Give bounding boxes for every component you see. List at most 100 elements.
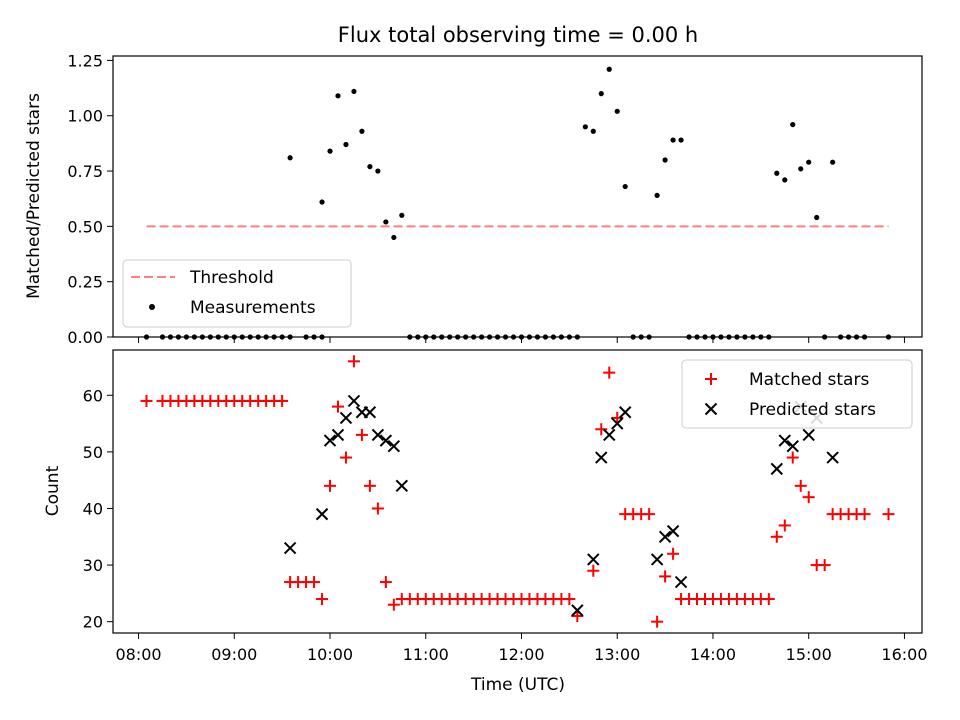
count-panel: 20 30 40 50 60 08:00 09:00 10:00 11:00 12:00 13:00…: [43, 349, 928, 695]
predicted-star-marker: [587, 553, 600, 566]
predicted-star-marker: [379, 434, 393, 447]
measurement-point: [798, 166, 804, 172]
predicted-star-marker: [770, 462, 784, 476]
predicted-star-marker: [666, 524, 680, 538]
x-tick-label: 12:00: [498, 645, 544, 664]
predicted-star-marker: [571, 604, 584, 617]
matched-star-marker: [643, 508, 656, 521]
x-tick-label: 11:00: [403, 645, 449, 664]
measurement-point: [343, 141, 349, 148]
measurement-point: [774, 170, 780, 176]
bottom-y-tick-label: 30: [83, 556, 103, 575]
predicted-star-marker: [339, 411, 353, 425]
predicted-star-marker: [347, 394, 361, 408]
matched-star-marker: [324, 479, 337, 492]
matched-star-marker: [659, 570, 672, 583]
top-axes-frame: [112, 55, 923, 338]
matched-star-marker: [667, 547, 680, 560]
bottom-y-axis-label: Count: [43, 465, 63, 516]
predicted-star-marker: [283, 541, 297, 555]
top-legend-box: [122, 259, 352, 328]
measurement-point: [335, 93, 341, 99]
top-y-tick-label: 0.25: [67, 273, 103, 292]
legend-measurements-label: Measurements: [190, 298, 316, 318]
legend-predicted-label: Predicted stars: [749, 400, 876, 420]
bottom-axes-frame: [112, 349, 923, 634]
predicted-star-marker: [363, 406, 377, 419]
matched-star-marker: [786, 451, 799, 464]
predicted-star-marker: [658, 530, 672, 543]
predicted-star-marker: [387, 440, 401, 453]
measurement-point: [383, 219, 389, 225]
matched-star-marker: [379, 576, 392, 589]
measurement-point: [319, 199, 325, 205]
measurement-point: [399, 212, 405, 218]
matched-star-marker: [339, 451, 352, 464]
legend-threshold-label: Threshold: [189, 268, 274, 288]
matched-star-marker: [651, 615, 664, 628]
bottom-y-tick-label: 60: [83, 386, 103, 405]
predicted-star-marker: [674, 575, 688, 589]
matched-star-marker: [308, 576, 321, 589]
matched-star-marker: [882, 508, 895, 521]
measurement-point: [662, 157, 668, 163]
matched-star-marker: [770, 530, 783, 543]
x-axis-label: Time (UTC): [470, 675, 565, 695]
top-y-tick-label: 1.00: [67, 107, 103, 126]
matched-star-marker: [571, 610, 584, 623]
measurement-point: [614, 108, 620, 114]
matched-star-marker: [347, 355, 360, 368]
measurement-point: [782, 177, 788, 183]
measurement-point: [351, 88, 357, 95]
measurement-point: [670, 137, 676, 143]
legend-matched-marker: [705, 373, 717, 385]
matched-star-marker: [802, 491, 815, 504]
predicted-stars-points: [283, 394, 839, 617]
measurement-point: [598, 91, 604, 97]
matched-star-marker: [858, 508, 871, 521]
predicted-star-marker: [331, 428, 345, 442]
matched-star-marker: [611, 411, 624, 424]
predicted-star-marker: [315, 507, 329, 521]
top-y-tick-label: 0.00: [67, 328, 103, 347]
top-y-axis-label: Matched/Predicted stars: [24, 93, 44, 299]
matched-star-marker: [363, 479, 376, 492]
bottom-y-tick-label: 50: [83, 443, 103, 462]
x-tick-label: 08:00: [115, 645, 161, 664]
bottom-legend: Matched stars Predicted stars: [681, 359, 913, 429]
predicted-star-marker: [595, 451, 608, 464]
predicted-star-marker: [371, 428, 385, 442]
matched-star-marker: [818, 559, 831, 572]
measurement-point: [790, 121, 796, 128]
predicted-star-marker: [618, 406, 632, 419]
matched-star-marker: [355, 428, 368, 441]
top-y-tick-label: 0.50: [67, 217, 103, 236]
matched-star-marker: [331, 400, 344, 413]
x-tick-label: 16:00: [881, 645, 927, 664]
measurement-point: [606, 66, 612, 72]
matched-star-marker: [140, 394, 153, 407]
matched-star-marker: [387, 598, 400, 611]
bottom-legend-box: [681, 359, 913, 429]
measurement-point: [654, 192, 660, 198]
measurement-point: [359, 128, 365, 134]
measurement-point: [830, 159, 836, 165]
predicted-star-marker: [778, 434, 791, 447]
predicted-star-marker: [786, 440, 799, 453]
measurement-point: [590, 128, 596, 134]
legend-predicted-swatch: [704, 402, 718, 416]
measurement-point: [391, 234, 397, 241]
predicted-star-marker: [323, 434, 337, 447]
measurement-point: [367, 164, 373, 170]
x-tick-label: 10:00: [307, 645, 353, 664]
predicted-star-marker: [802, 428, 815, 442]
matched-star-marker: [371, 502, 384, 515]
x-tick-label: 09:00: [211, 645, 257, 664]
bottom-y-tick-label: 20: [83, 613, 103, 632]
top-y-tick-label: 0.75: [67, 162, 103, 181]
measurement-point: [678, 137, 684, 143]
predicted-star-marker: [650, 553, 664, 566]
measurement-point: [375, 168, 381, 174]
legend-matched-swatch: [705, 373, 717, 385]
